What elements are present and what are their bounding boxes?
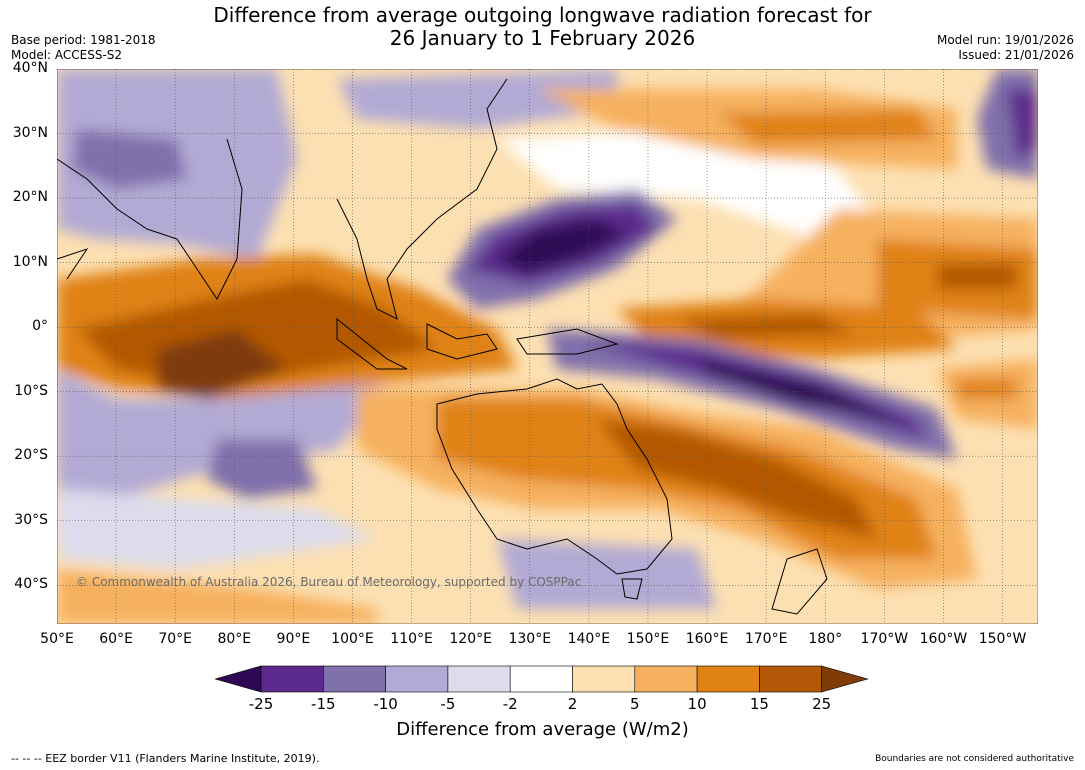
colorbar (215, 665, 869, 693)
latitude-label: 40°N (12, 60, 48, 76)
colorbar-segment (447, 665, 511, 693)
colorbar-segment (385, 665, 449, 693)
model-name: Model: ACCESS-S2 (11, 48, 123, 62)
colorbar-segment (759, 665, 823, 693)
latitude-label: 0° (32, 318, 48, 335)
meta-right: Model run: 19/01/2026 Issued: 21/01/2026 (937, 33, 1074, 63)
colorbar-tick-label: 2 (567, 695, 578, 713)
colorbar-segment (821, 665, 869, 693)
colorbar-tick-label: -5 (440, 695, 456, 713)
longitude-label: 160°E (685, 631, 729, 647)
latitude-label: 30°N (12, 124, 48, 141)
graticule (57, 69, 1038, 624)
latitude-label: 10°N (12, 253, 48, 270)
colorbar-tick-label: 25 (812, 695, 832, 713)
colorbar-tick-label: -25 (248, 695, 274, 713)
tasmania-coastline (621, 578, 643, 600)
copyright-notice: © Commonwealth of Australia 2026, Bureau… (76, 575, 581, 589)
longitude-label: 130°E (508, 631, 552, 647)
colorbar-tick-label: 10 (687, 695, 707, 713)
longitude-label: 150°E (626, 631, 670, 647)
latitude-label: 20°S (14, 447, 48, 464)
borneo-coastline (426, 323, 498, 360)
latitude-label: 20°N (12, 189, 48, 206)
eez-border-note: -- -- -- EEZ border V11 (Flanders Marine… (11, 752, 320, 765)
longitude-label: 110°E (390, 631, 433, 647)
olr-anomaly-map: © Commonwealth of Australia 2026, Bureau… (57, 69, 1038, 624)
colorbar-tick-label: -15 (311, 695, 336, 713)
colorbar-segment (634, 665, 698, 693)
longitude-label: 100°E (331, 631, 374, 647)
colorbar-tick-label: 15 (749, 695, 769, 713)
title-line-1: Difference from average outgoing longwav… (213, 3, 872, 27)
sumatra-coastline (336, 317, 408, 370)
coastlines (57, 78, 828, 615)
title-line-2: 26 January to 1 February 2026 (389, 26, 696, 50)
new-guinea-coastline (516, 328, 619, 355)
longitude-label: 90°E (276, 631, 311, 647)
colorbar-tick-label: 5 (630, 695, 640, 713)
latitude-label: 10°S (14, 382, 48, 399)
colorbar-segment (260, 665, 324, 693)
australia-coastline (436, 378, 673, 575)
colorbar-tick-label: -2 (502, 695, 518, 713)
colorbar-segment (696, 665, 760, 693)
longitude-label: 80°E (217, 631, 252, 647)
anomaly-field (57, 69, 1038, 624)
africa-coastline (57, 248, 89, 280)
meta-left: Base period: 1981-2018 Model: ACCESS-S2 (11, 33, 156, 63)
longitude-label: 170°W (860, 631, 909, 647)
longitude-label: 170°E (744, 631, 788, 647)
longitude-label: 50°E (40, 631, 74, 647)
boundary-disclaimer: Boundaries are not considered authoritat… (875, 754, 1074, 764)
issued-date: Issued: 21/01/2026 (958, 48, 1074, 62)
colorbar-segment (215, 665, 262, 693)
longitude-label: 180° (808, 631, 843, 647)
latitude-label: 40°S (14, 576, 48, 593)
new-zealand-coastline (771, 548, 828, 615)
map-title: Difference from average outgoing longwav… (0, 4, 1085, 50)
colorbar-segment (323, 665, 386, 693)
india-coastline (57, 138, 243, 300)
latitude-label: 30°S (14, 511, 48, 528)
model-run: Model run: 19/01/2026 (936, 33, 1074, 47)
longitude-label: 150°W (978, 631, 1027, 647)
colorbar-title: Difference from average (W/m2) (396, 719, 689, 740)
longitude-label: 60°E (99, 631, 133, 647)
longitude-label: 160°W (919, 631, 968, 647)
colorbar-segment (509, 665, 573, 693)
longitude-label: 120°E (449, 631, 492, 647)
base-period: Base period: 1981-2018 (11, 33, 156, 47)
longitude-label: 70°E (158, 631, 193, 647)
longitude-label: 140°E (567, 631, 611, 647)
southeast-asia-coastline (336, 78, 508, 320)
colorbar-tick-label: -10 (373, 695, 398, 713)
colorbar-segment (572, 665, 636, 693)
